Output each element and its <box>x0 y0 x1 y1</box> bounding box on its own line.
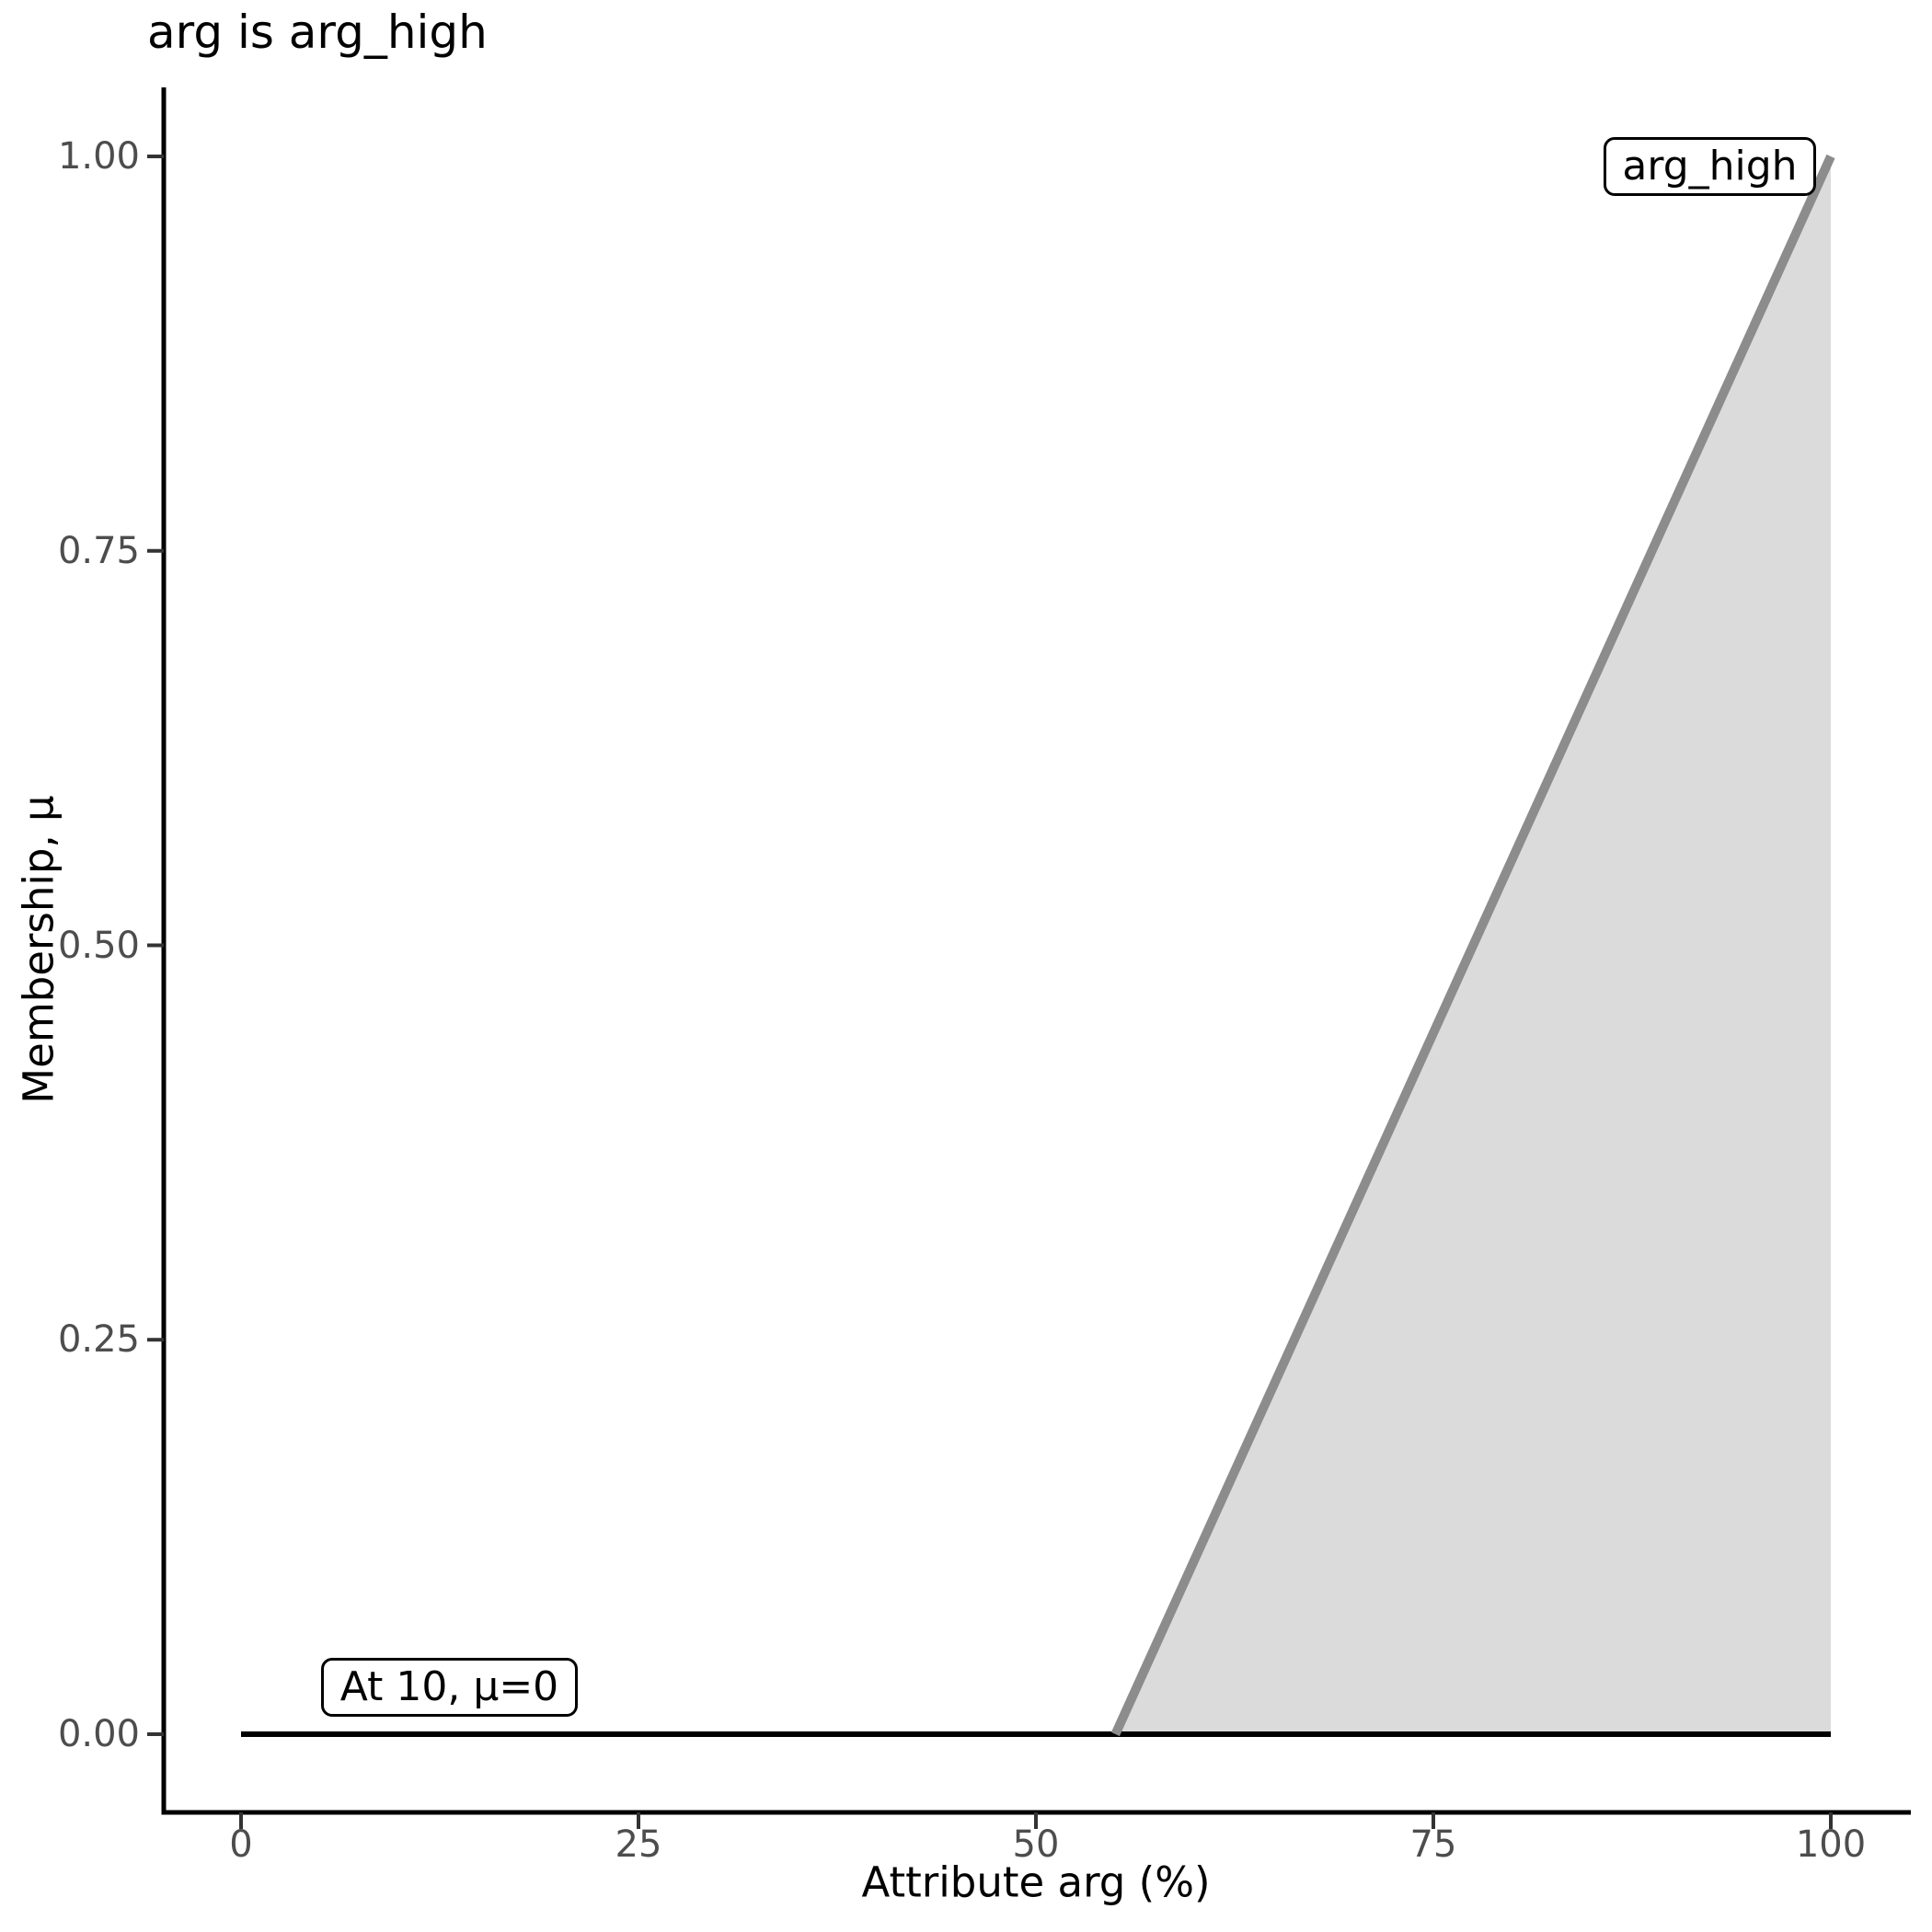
y-tick-label: 0.75 <box>57 529 140 572</box>
x-axis-title: Attribute arg (%) <box>861 1857 1211 1907</box>
y-tick-label: 1.00 <box>57 135 140 178</box>
chart-title: arg is arg_high <box>147 6 488 59</box>
y-tick-label: 0.25 <box>57 1318 140 1362</box>
x-tick-label: 50 <box>1012 1823 1060 1866</box>
y-tick-label: 0.00 <box>57 1713 140 1755</box>
y-tick-label: 0.50 <box>57 924 140 967</box>
annotation-label-arg-high: arg_high <box>1604 137 1816 196</box>
x-tick-label: 25 <box>615 1823 662 1866</box>
x-tick-label: 75 <box>1409 1823 1457 1866</box>
x-tick-label: 100 <box>1795 1823 1867 1866</box>
x-tick-label: 0 <box>229 1823 253 1866</box>
membership-function-line <box>1110 154 1835 1737</box>
y-axis-title: Membership, μ <box>14 795 63 1104</box>
annotation-label-at-10: At 10, μ=0 <box>321 1658 578 1717</box>
